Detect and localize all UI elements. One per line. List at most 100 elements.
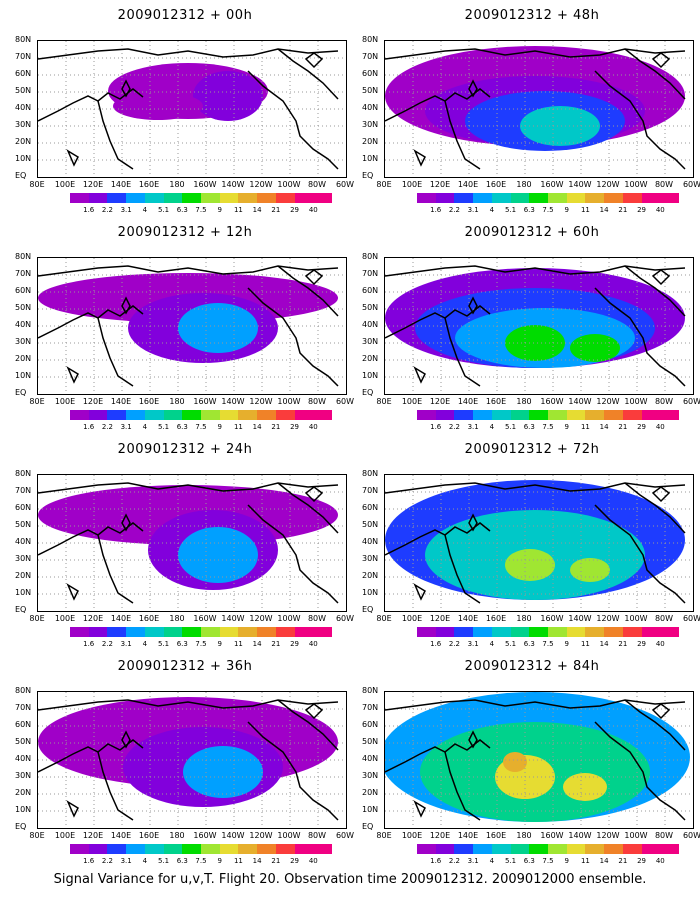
coastline — [385, 699, 686, 711]
y-tick-label: EQ — [362, 171, 374, 180]
x-tick-label: 160E — [485, 180, 507, 189]
colorbar-label: 3.1 — [120, 857, 132, 865]
x-tick-label: 160W — [540, 180, 564, 189]
variance-contour-fill — [183, 746, 263, 798]
y-tick-label: 50N — [15, 520, 32, 529]
colorbar-label: 21 — [271, 640, 281, 648]
map-plot-area — [37, 474, 347, 612]
y-tick-label: 60N — [15, 720, 32, 729]
variance-contour-fill — [520, 106, 600, 146]
colorbar-swatch — [257, 627, 276, 637]
x-tick-label: 60W — [335, 831, 355, 840]
x-tick-label: 60W — [335, 180, 355, 189]
colorbar-swatch — [70, 627, 89, 637]
coastline — [304, 703, 324, 720]
x-tick-label: 180 — [169, 397, 185, 406]
variance-contour-fill — [193, 71, 263, 121]
colorbar-swatch — [88, 627, 108, 637]
y-tick-label: 40N — [362, 754, 379, 763]
x-tick-label: 100W — [277, 614, 301, 623]
coastline — [304, 52, 324, 69]
colorbar — [70, 410, 333, 420]
colorbar-swatch — [163, 627, 183, 637]
colorbar — [70, 627, 333, 637]
y-tick-label: 70N — [15, 486, 32, 495]
x-tick-label: 80E — [376, 831, 392, 840]
colorbar-swatch — [294, 844, 314, 854]
x-tick-label: 80W — [307, 614, 327, 623]
colorbar-swatch — [182, 193, 202, 203]
coastline — [97, 100, 134, 170]
colorbar-swatch — [238, 410, 258, 420]
colorbar-label: 14 — [599, 206, 609, 214]
x-tick-label: 80W — [654, 397, 674, 406]
variance-contour-fill — [570, 334, 620, 362]
x-tick-label: 180 — [516, 180, 532, 189]
colorbar-swatch — [238, 844, 258, 854]
colorbar-label: 2.2 — [448, 640, 460, 648]
colorbar-label: 6.3 — [523, 423, 535, 431]
colorbar-swatch — [294, 627, 314, 637]
colorbar-label: 7.5 — [542, 423, 554, 431]
coastline — [97, 534, 134, 604]
x-tick-label: 160E — [138, 614, 160, 623]
colorbar-label: 4 — [489, 423, 495, 431]
colorbar-swatch — [566, 193, 586, 203]
coastline — [651, 486, 671, 503]
colorbar-label: 7.5 — [195, 857, 207, 865]
x-tick-label: 80W — [654, 180, 674, 189]
x-tick-label: 140E — [110, 397, 132, 406]
x-tick-label: 180 — [169, 831, 185, 840]
x-tick-label: 120E — [429, 397, 451, 406]
colorbar-label: 9 — [564, 206, 569, 214]
colorbar-swatch — [641, 627, 661, 637]
colorbar-label: 3.1 — [467, 423, 479, 431]
x-tick-label: 100E — [401, 614, 423, 623]
map-plot-area — [384, 474, 694, 612]
coastline — [247, 721, 339, 821]
colorbar-label: 29 — [290, 206, 300, 214]
map-plot-area — [384, 691, 694, 829]
y-tick-label: 70N — [15, 52, 32, 61]
x-tick-label: 140E — [110, 831, 132, 840]
colorbar-label: 29 — [290, 640, 300, 648]
coastline — [247, 287, 339, 387]
y-tick-label: 60N — [15, 69, 32, 78]
colorbar-swatch — [566, 410, 586, 420]
x-tick-label: 100E — [54, 614, 76, 623]
colorbar-swatch — [604, 193, 623, 203]
panel-title: 2009012312 + 84h — [464, 659, 600, 674]
y-tick-label: 80N — [15, 686, 32, 695]
colorbar-label: 14 — [599, 423, 609, 431]
x-tick-label: 140W — [221, 831, 245, 840]
colorbar-swatch — [275, 193, 295, 203]
y-tick-label: 70N — [362, 269, 379, 278]
y-tick-label: 20N — [362, 354, 379, 363]
coastline — [444, 100, 481, 170]
x-tick-label: 100E — [401, 831, 423, 840]
colorbar-swatch — [257, 410, 276, 420]
colorbar-label: 9 — [217, 857, 222, 865]
colorbar-label: 1.6 — [83, 857, 95, 865]
coastline — [277, 482, 339, 534]
colorbar-swatch — [313, 410, 333, 420]
colorbar-swatch — [604, 844, 623, 854]
colorbar-swatch — [454, 844, 474, 854]
map-plot-area — [37, 691, 347, 829]
y-tick-label: 50N — [15, 303, 32, 312]
x-tick-label: 60W — [335, 397, 355, 406]
map-plot-area — [37, 257, 347, 395]
colorbar-swatch — [201, 627, 220, 637]
colorbar-label: 6.3 — [523, 640, 535, 648]
colorbar-swatch — [275, 844, 295, 854]
x-tick-label: 120E — [82, 614, 104, 623]
colorbar-swatch — [660, 627, 680, 637]
y-tick-label: 80N — [362, 469, 379, 478]
colorbar-swatch — [604, 410, 623, 420]
coastline — [247, 504, 339, 604]
colorbar-swatch — [294, 410, 314, 420]
colorbar-label: 4 — [142, 423, 148, 431]
colorbar-swatch — [622, 193, 642, 203]
colorbar-label: 9 — [564, 640, 569, 648]
x-tick-label: 160E — [485, 831, 507, 840]
